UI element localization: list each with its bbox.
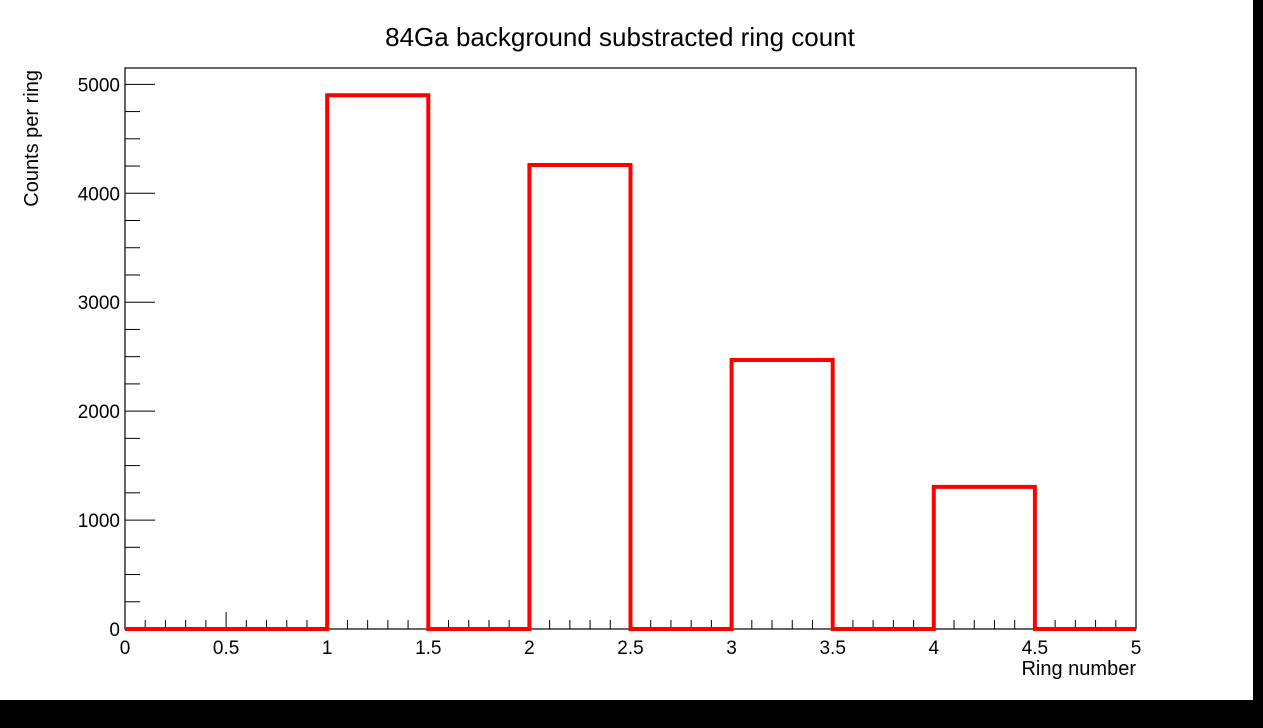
x-tick-label: 2: [524, 638, 535, 659]
y-axis-title: Counts per ring: [21, 70, 43, 207]
y-axis-tick-labels: 0 1000 2000 3000 4000 5000: [78, 75, 120, 641]
histogram-series: [125, 93, 1136, 631]
y-tick-label: 1000: [78, 511, 120, 532]
x-tick-label: 0: [120, 638, 131, 659]
canvas-background: [0, 0, 1253, 700]
x-axis-tick-labels: 0 0.5 1 1.5 2 2.5 3 3.5 4 4.5 5: [120, 638, 1142, 659]
x-tick-label: 2.5: [617, 638, 643, 659]
bottom-black-band: [0, 700, 1263, 723]
x-tick-label: 3: [726, 638, 737, 659]
x-axis-title: Ring number: [1021, 658, 1136, 680]
y-tick-label: 2000: [78, 402, 120, 423]
x-tick-label: 3.5: [819, 638, 845, 659]
x-tick-label: 4.5: [1022, 638, 1048, 659]
x-tick-label: 5: [1131, 638, 1142, 659]
x-tick-label: 1: [322, 638, 333, 659]
y-tick-label: 5000: [78, 75, 120, 96]
y-axis-ticks: [125, 83, 155, 630]
y-tick-label: 4000: [78, 184, 120, 205]
x-tick-label: 4: [929, 638, 940, 659]
right-black-band: [1253, 0, 1263, 723]
x-tick-label: 0.5: [213, 638, 239, 659]
x-tick-label: 1.5: [415, 638, 441, 659]
histogram-step-line: [125, 93, 1136, 631]
y-tick-label: 0: [109, 620, 120, 641]
chart-title: 84Ga background substracted ring count: [385, 22, 856, 52]
y-tick-label: 3000: [78, 293, 120, 314]
